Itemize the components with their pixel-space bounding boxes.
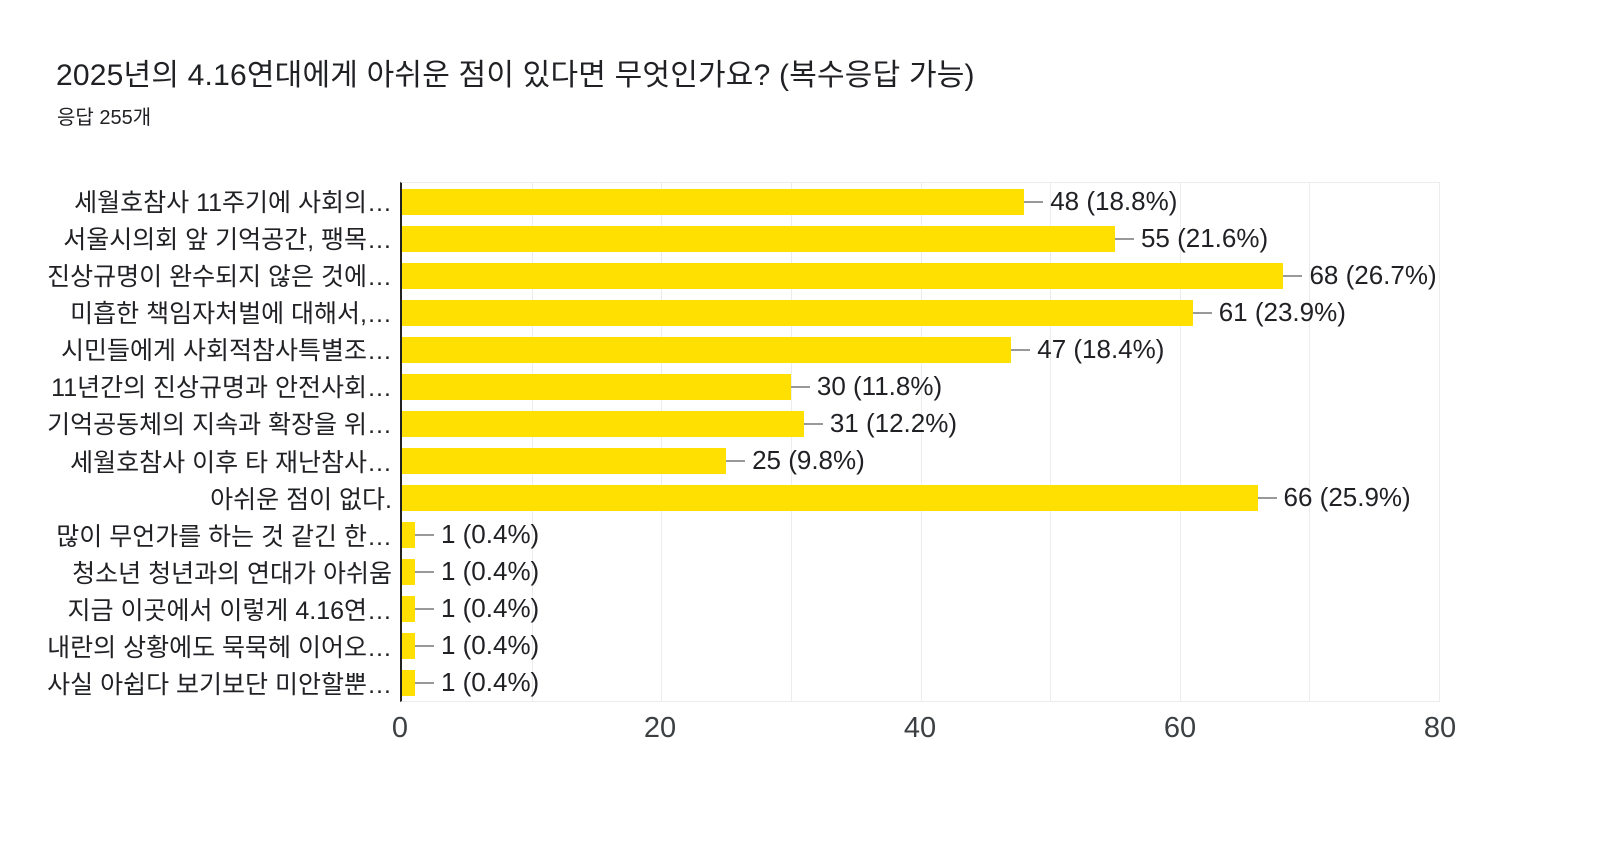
gridline [1050, 183, 1052, 701]
value-connector-line [803, 422, 823, 425]
bar [402, 299, 1193, 326]
question-title: 2025년의 4.16연대에게 아쉬운 점이 있다면 무엇인가요? (복수응답 … [56, 59, 975, 92]
category-label: 진상규명이 완수되지 않은 것에… [47, 262, 392, 291]
bar-value-label: 61 (23.9%) [1218, 297, 1346, 327]
bar [402, 262, 1284, 289]
x-tick-label: 60 [1163, 712, 1197, 744]
category-label: 미흡한 책임자처벌에 대해서,… [70, 299, 392, 328]
category-label: 서울시의회 앞 기억공간, 팽목… [63, 225, 392, 254]
bar-value-label: 25 (9.8%) [752, 445, 865, 475]
bar-value-label: 48 (18.8%) [1050, 186, 1178, 216]
bar [402, 558, 415, 585]
bar-value-label: 1 (0.4%) [440, 593, 540, 623]
gridline [920, 183, 922, 701]
bar-value-label: 30 (11.8%) [816, 371, 943, 401]
bar-row: 25 (9.8%) [402, 442, 1439, 479]
category-label: 시민들에게 사회적참사특별조… [61, 337, 392, 366]
bar [402, 632, 415, 659]
value-connector-line [414, 607, 434, 610]
bar-row: 1 (0.4%) [402, 664, 1439, 701]
bar [402, 373, 791, 400]
x-tick-label: 20 [643, 712, 677, 744]
category-label: 11년간의 진상규명과 안전사회… [51, 374, 392, 403]
value-connector-line [1283, 274, 1303, 277]
category-label: 사실 아쉽다 보기보단 미안할뿐… [47, 671, 392, 700]
bar-value-label: 55 (21.6%) [1140, 223, 1269, 253]
category-label: 아쉬운 점이 없다. [210, 485, 392, 514]
bar [402, 669, 415, 696]
value-connector-line [414, 570, 434, 573]
x-tick-label: 0 [391, 712, 409, 744]
bar-row: 1 (0.4%) [402, 627, 1439, 664]
category-label: 세월호참사 11주기에 사회의… [74, 188, 392, 217]
value-connector-line [1011, 348, 1031, 351]
bar-value-label: 1 (0.4%) [440, 630, 540, 660]
x-tick-label: 80 [1423, 712, 1457, 744]
value-connector-line [726, 459, 746, 462]
value-connector-line [790, 385, 810, 388]
bar [402, 521, 415, 548]
bar-value-label: 68 (26.7%) [1309, 260, 1437, 290]
bar-value-label: 1 (0.4%) [440, 667, 540, 697]
bar-value-label: 1 (0.4%) [440, 519, 540, 549]
bar [402, 484, 1258, 511]
value-connector-line [414, 533, 434, 536]
bar [402, 188, 1025, 215]
category-label: 지금 이곳에서 이렇게 4.16연… [67, 597, 393, 626]
category-label: 많이 무언가를 하는 것 같긴 한… [56, 522, 392, 551]
bar-row: 68 (26.7%) [402, 257, 1439, 294]
bar-row: 47 (18.4%) [402, 331, 1439, 368]
bar-value-label: 1 (0.4%) [440, 556, 540, 586]
bar-value-label: 31 (12.2%) [829, 408, 958, 438]
value-connector-line [414, 681, 434, 684]
bar [402, 447, 727, 474]
value-connector-line [1257, 496, 1277, 499]
value-connector-line [1192, 311, 1212, 314]
value-connector-line [1114, 237, 1134, 240]
bar-row: 1 (0.4%) [402, 590, 1439, 627]
category-label: 내란의 상황에도 묵묵헤 이어오… [47, 634, 392, 663]
category-label: 기억공동체의 지속과 확장을 위… [47, 411, 392, 440]
bar-row: 31 (12.2%) [402, 405, 1439, 442]
bar-row: 30 (11.8%) [402, 368, 1439, 405]
gridline [661, 183, 663, 701]
bar-row: 61 (23.9%) [402, 294, 1439, 331]
x-tick-label: 40 [903, 712, 937, 744]
response-count: 응답 255개 [57, 107, 152, 129]
x-axis: 0 20 40 60 80 [0, 712, 1600, 752]
gridline [531, 183, 533, 701]
plot-area: 48 (18.8%) 55 (21.6%) 68 (26.7%) 61 (23.9%)… [400, 182, 1440, 702]
bar [402, 595, 415, 622]
bar-row: 66 (25.9%) [402, 479, 1439, 516]
bar-row: 1 (0.4%) [402, 516, 1439, 553]
bar [402, 410, 804, 437]
bar-row: 55 (21.6%) [402, 220, 1439, 257]
gridline [1309, 183, 1311, 701]
bar [402, 225, 1115, 252]
gridline [1179, 183, 1181, 701]
bar [402, 336, 1012, 363]
value-connector-line [414, 644, 434, 647]
gridline [790, 183, 792, 701]
category-label: 세월호참사 이후 타 재난참사… [70, 448, 392, 477]
value-connector-line [1024, 200, 1044, 203]
bar-row: 1 (0.4%) [402, 553, 1439, 590]
category-label: 청소년 청년과의 연대가 아쉬움 [72, 559, 392, 588]
category-labels: 세월호참사 11주기에 사회의… 서울시의회 앞 기억공간, 팽목… 진상규명이 완… [0, 182, 392, 702]
bar-row: 48 (18.8%) [402, 183, 1439, 220]
bar-value-label: 66 (25.9%) [1283, 482, 1411, 512]
bar-value-label: 47 (18.4%) [1037, 334, 1165, 364]
